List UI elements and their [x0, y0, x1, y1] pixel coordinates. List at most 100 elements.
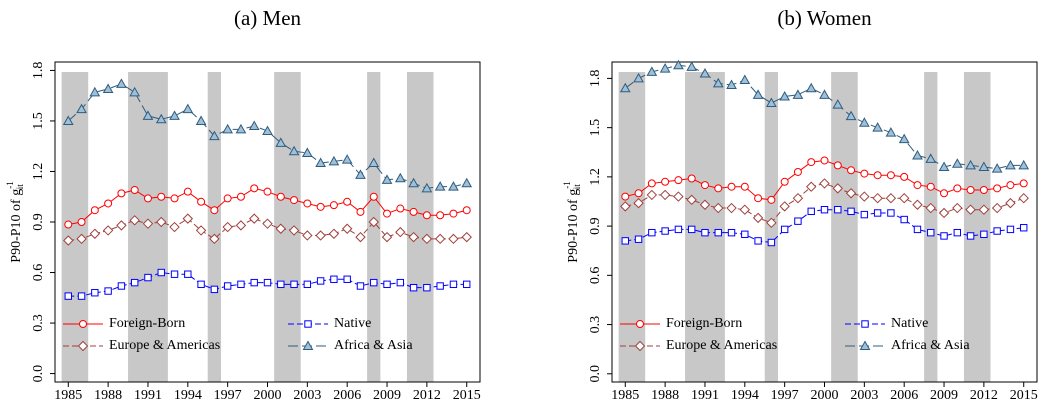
marker [368, 216, 379, 228]
marker [421, 182, 433, 193]
marker [900, 172, 909, 181]
marker [275, 137, 287, 147]
marker [951, 158, 963, 168]
marker [913, 225, 922, 234]
y-tick-label: 0.9 [588, 217, 603, 235]
marker [222, 221, 233, 233]
marker [752, 212, 764, 224]
marker [820, 205, 829, 214]
marker [965, 204, 976, 215]
marker [699, 199, 711, 210]
marker [434, 181, 446, 191]
marker [832, 183, 843, 194]
marker [792, 89, 804, 99]
marker [966, 232, 975, 240]
shaded-region [406, 72, 434, 382]
marker [461, 231, 472, 243]
marker [236, 192, 245, 201]
marker [408, 231, 419, 243]
marker [767, 195, 776, 204]
marker [288, 145, 300, 156]
marker [235, 123, 247, 134]
marker [634, 235, 643, 243]
marker [634, 189, 643, 198]
marker [806, 181, 817, 192]
marker [993, 184, 1002, 193]
legend-marker [861, 320, 869, 328]
marker [767, 238, 776, 247]
marker [712, 77, 724, 88]
marker [938, 161, 950, 172]
y-axis-label-sup: -1 [562, 181, 572, 189]
marker [315, 230, 326, 241]
x-tick-label: 1994 [731, 388, 759, 403]
marker [1006, 181, 1015, 190]
y-tick-label: 0.0 [31, 365, 46, 383]
marker [195, 115, 207, 125]
marker [926, 182, 935, 191]
marker [780, 177, 789, 186]
marker [845, 110, 857, 121]
marker [117, 189, 126, 198]
marker [76, 103, 87, 114]
marker [740, 182, 749, 191]
marker [980, 230, 988, 239]
marker [991, 202, 1003, 214]
marker [953, 228, 962, 237]
y-tick-label: 1.8 [31, 62, 46, 80]
marker [250, 278, 258, 287]
marker [436, 211, 445, 220]
marker [89, 86, 101, 97]
legend-label: Europe & Americas [666, 338, 777, 353]
marker [90, 206, 99, 215]
x-tick-label: 2012 [970, 388, 998, 403]
marker [845, 188, 857, 199]
marker [448, 233, 459, 245]
marker [157, 192, 166, 201]
marker [741, 230, 749, 239]
marker [966, 186, 975, 194]
x-tick-label: 1997 [214, 388, 242, 403]
shaded-region [207, 72, 222, 382]
legend-label: Africa & Asia [334, 338, 413, 353]
marker [872, 122, 883, 132]
marker [156, 216, 167, 228]
marker [686, 194, 697, 206]
legend-label: Foreign-Born [109, 316, 185, 331]
marker [248, 120, 260, 130]
legend-marker [634, 340, 646, 352]
y-tick-label: 1.2 [588, 168, 603, 186]
marker [661, 177, 670, 186]
marker [275, 223, 286, 234]
marker [157, 268, 165, 277]
marker [1005, 159, 1016, 170]
marker [659, 189, 671, 201]
marker [739, 204, 751, 215]
marker [396, 204, 405, 213]
y-axis-label-sub: it [15, 184, 25, 190]
marker [169, 110, 180, 120]
marker [701, 228, 709, 237]
marker [621, 192, 630, 201]
marker [63, 235, 74, 246]
marker [102, 225, 114, 236]
x-tick-label: 2000 [254, 388, 282, 403]
marker [993, 227, 1001, 235]
marker [659, 63, 671, 73]
marker [89, 228, 101, 239]
legend-label: Africa & Asia [891, 338, 970, 353]
x-tick-label: 2015 [453, 388, 481, 403]
marker [62, 115, 74, 125]
marker [726, 79, 737, 89]
marker [356, 282, 365, 290]
x-tick-label: 2009 [930, 388, 958, 403]
marker [873, 171, 882, 180]
marker [223, 194, 232, 203]
marker [341, 154, 353, 164]
marker [142, 110, 154, 120]
marker [197, 280, 205, 289]
shaded-region [831, 72, 858, 382]
shaded-region [924, 72, 938, 382]
marker [262, 218, 273, 229]
marker [991, 163, 1003, 173]
